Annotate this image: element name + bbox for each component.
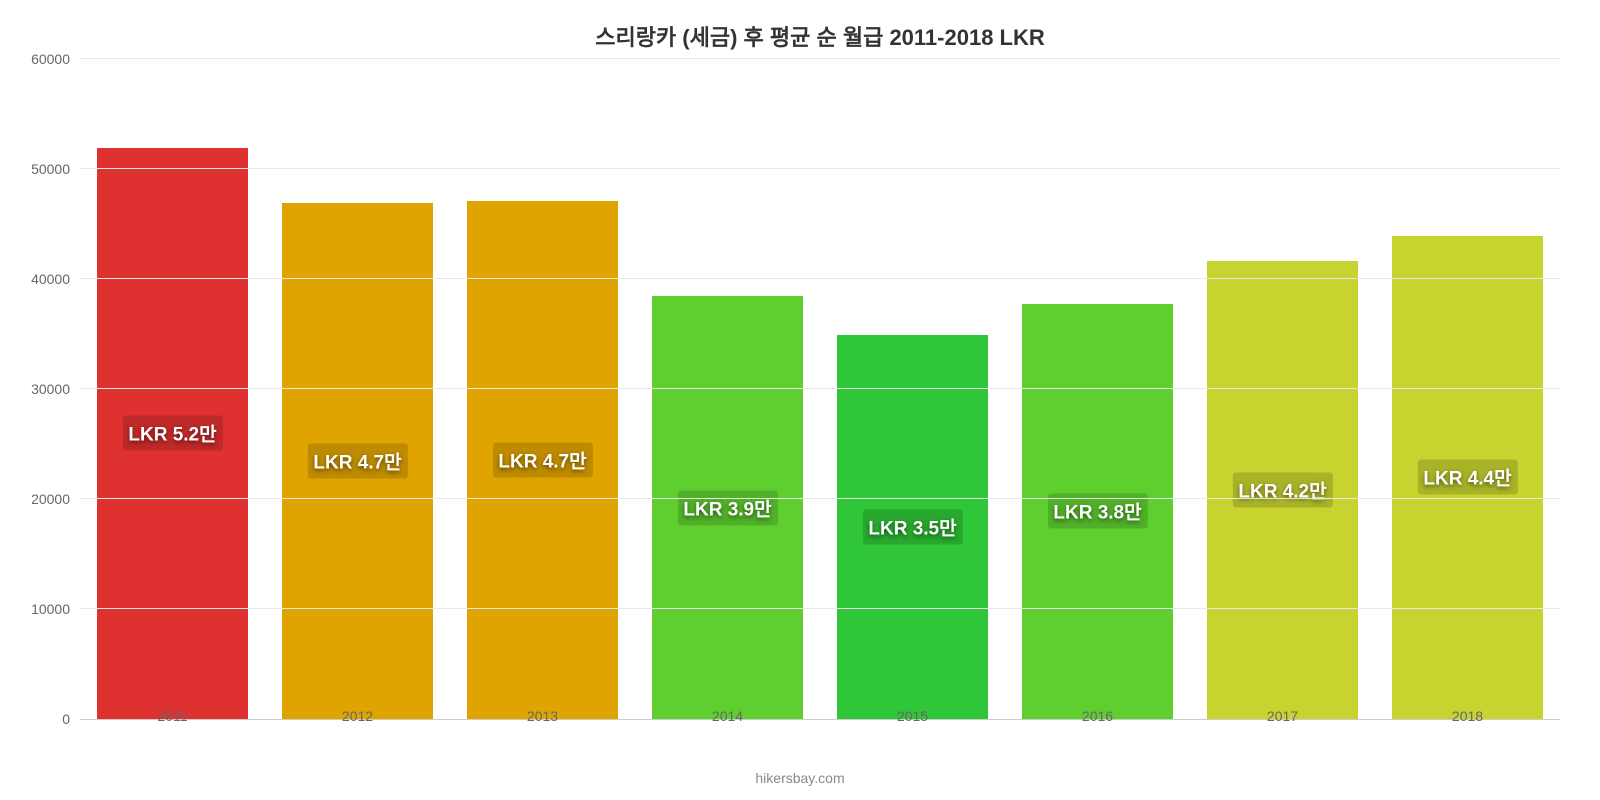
bar: LKR 4.7만	[282, 203, 434, 719]
x-tick-label: 2013	[450, 708, 635, 724]
grid-line	[80, 168, 1560, 169]
plot-area: LKR 5.2만 LKR 4.7만 LKR 4.7만 LKR 3.9만 LKR 3.5만…	[80, 60, 1560, 720]
bar-slot: LKR 4.2만	[1190, 60, 1375, 719]
x-tick-label: 2014	[635, 708, 820, 724]
bar-value-label: LKR 3.8만	[1047, 494, 1147, 529]
bar-value-label: LKR 4.2만	[1232, 473, 1332, 508]
x-tick-label: 2012	[265, 708, 450, 724]
y-tick-label: 40000	[31, 271, 80, 287]
bar-value-label: LKR 4.7만	[307, 443, 407, 478]
grid-line	[80, 608, 1560, 609]
x-axis: 20112012201320142015201620172018	[80, 708, 1560, 724]
y-tick-label: 10000	[31, 601, 80, 617]
grid-line	[80, 278, 1560, 279]
bar-slot: LKR 3.8만	[1005, 60, 1190, 719]
bar-slot: LKR 3.5만	[820, 60, 1005, 719]
x-tick-label: 2015	[820, 708, 1005, 724]
bar-value-label: LKR 4.7만	[492, 442, 592, 477]
bar-slot: LKR 4.4만	[1375, 60, 1560, 719]
x-tick-label: 2011	[80, 708, 265, 724]
bar-value-label: LKR 4.4만	[1417, 460, 1517, 495]
bar-slot: LKR 4.7만	[265, 60, 450, 719]
bar: LKR 4.4만	[1392, 236, 1544, 719]
grid-line	[80, 388, 1560, 389]
bar-slot: LKR 3.9만	[635, 60, 820, 719]
x-tick-label: 2016	[1005, 708, 1190, 724]
bar: LKR 5.2만	[97, 148, 249, 719]
bar-slot: LKR 4.7만	[450, 60, 635, 719]
bar-value-label: LKR 3.5만	[862, 509, 962, 544]
chart-container: 스리랑카 (세금) 후 평균 순 월급 2011-2018 LKR LKR 5.…	[0, 0, 1600, 800]
bar: LKR 3.8만	[1022, 304, 1174, 719]
bar: LKR 4.2만	[1207, 261, 1359, 719]
x-tick-label: 2017	[1190, 708, 1375, 724]
chart-title: 스리랑카 (세금) 후 평균 순 월급 2011-2018 LKR	[80, 20, 1560, 52]
bar: LKR 3.5만	[837, 335, 989, 719]
y-tick-label: 20000	[31, 491, 80, 507]
bar-value-label: LKR 3.9만	[677, 490, 777, 525]
bar-value-label: LKR 5.2만	[122, 416, 222, 451]
y-tick-label: 50000	[31, 161, 80, 177]
source-attribution: hikersbay.com	[0, 770, 1600, 786]
y-tick-label: 0	[62, 711, 80, 727]
bar-slot: LKR 5.2만	[80, 60, 265, 719]
x-tick-label: 2018	[1375, 708, 1560, 724]
bar: LKR 3.9만	[652, 296, 804, 719]
grid-line	[80, 498, 1560, 499]
y-tick-label: 60000	[31, 51, 80, 67]
y-tick-label: 30000	[31, 381, 80, 397]
grid-line	[80, 58, 1560, 59]
bars-row: LKR 5.2만 LKR 4.7만 LKR 4.7만 LKR 3.9만 LKR 3.5만…	[80, 60, 1560, 719]
